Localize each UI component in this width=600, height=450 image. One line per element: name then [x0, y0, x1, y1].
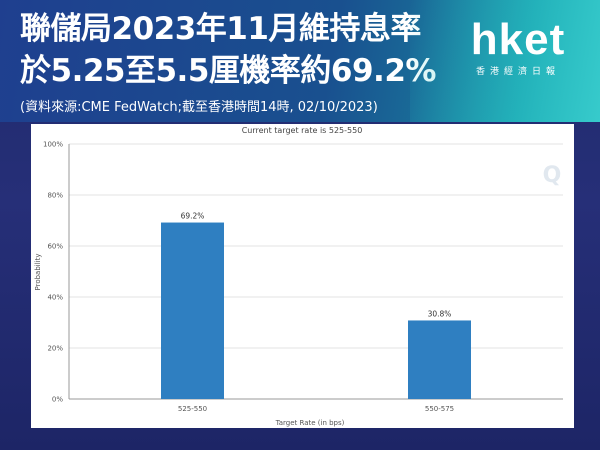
x-tick-label: 525-550 — [178, 405, 207, 413]
chart-panel: Current target rate is 525-550 Probabili… — [31, 124, 574, 428]
chart-title: Current target rate is 525-550 — [242, 126, 363, 135]
logo-subtitle: 香港經濟日報 — [475, 67, 560, 77]
hket-logo: hket 香港經濟日報 — [458, 15, 578, 78]
headline-line-2: 於5.25至5.5厘機率約69.2% — [20, 53, 436, 89]
y-axis-label: Probability — [34, 253, 42, 290]
svg-text:Q: Q — [543, 163, 562, 188]
y-tick-label: 20% — [47, 345, 63, 353]
logo-word: hket — [470, 15, 566, 64]
header-banner: 聯儲局2023年11月維持息率 於5.25至5.5厘機率約69.2% (資料來源… — [0, 0, 600, 122]
y-tick-label: 80% — [47, 192, 63, 200]
probability-bar-chart: Current target rate is 525-550 Probabili… — [34, 126, 563, 427]
headline-line-1: 聯儲局2023年11月維持息率 — [20, 11, 421, 47]
y-tick-label: 100% — [43, 141, 63, 149]
bar-550-575 — [408, 320, 471, 399]
bar-525-550 — [161, 222, 224, 399]
y-tick-label: 0% — [52, 396, 63, 404]
bar-value-label: 69.2% — [181, 212, 205, 221]
x-tick-label: 550-575 — [425, 405, 454, 413]
y-tick-label: 40% — [47, 294, 63, 302]
q-watermark-icon: Q — [543, 163, 562, 188]
source-note: (資料來源:CME FedWatch;截至香港時間14時, 02/10/2023… — [20, 100, 378, 115]
bar-value-label: 30.8% — [428, 309, 452, 318]
y-tick-label: 60% — [47, 243, 63, 251]
x-axis-label: Target Rate (in bps) — [275, 419, 345, 427]
